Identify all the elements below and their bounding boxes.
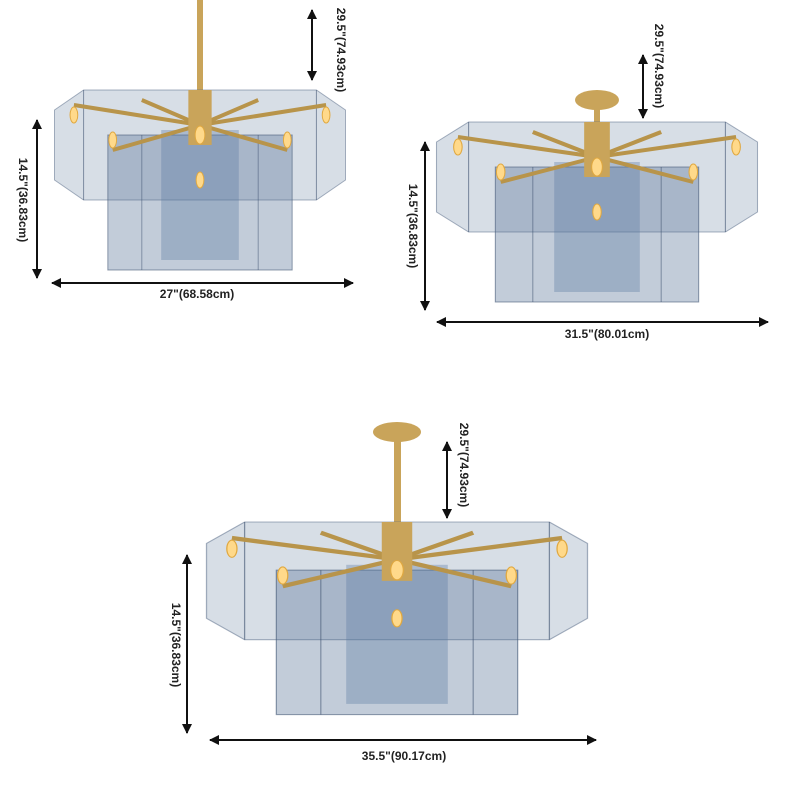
drop-label: 29.5"(74.93cm): [652, 24, 666, 108]
width-label: 27"(68.58cm): [160, 287, 234, 301]
height-label: 14.5"(36.83cm): [16, 158, 30, 242]
width-label: 31.5"(80.01cm): [565, 327, 649, 341]
rod: [594, 100, 600, 122]
width-label: 35.5"(90.17cm): [362, 749, 446, 763]
height-label: 14.5"(36.83cm): [169, 603, 183, 687]
chandelier: [52, 88, 348, 272]
drop-label: 29.5"(74.93cm): [457, 423, 471, 507]
chandelier: [207, 522, 588, 715]
height-label: 14.5"(36.83cm): [406, 184, 420, 268]
drop-label: 29.5"(74.93cm): [334, 8, 348, 92]
rod: [394, 432, 401, 522]
rod: [197, 0, 203, 90]
chandelier: [437, 122, 758, 302]
